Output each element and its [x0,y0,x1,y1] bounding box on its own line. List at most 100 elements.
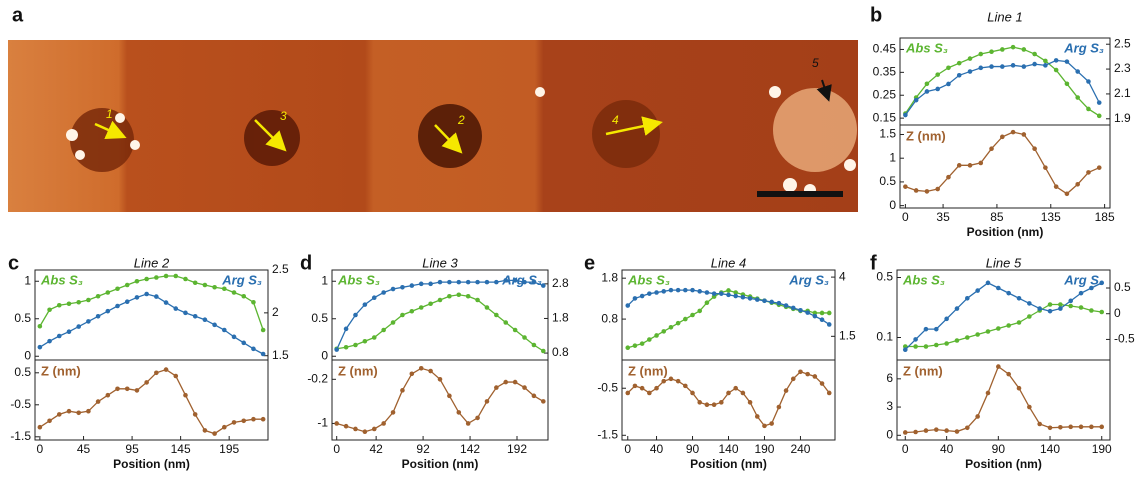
data-point [164,367,169,372]
x-axis-label: Position (nm) [967,225,1044,239]
data-point [1022,64,1027,69]
data-point [975,332,980,337]
data-point [183,311,188,316]
data-point [965,425,970,430]
data-point [400,285,405,290]
data-point [494,313,499,318]
data-point [144,277,149,282]
series-label: Z (nm) [903,363,943,378]
data-point [805,310,810,315]
scale-bar [757,191,843,197]
data-point [633,296,638,301]
data-point [344,345,349,350]
y-tick-label: 1 [889,150,896,164]
data-point [1000,47,1005,52]
data-point [212,431,217,436]
x-tick-label: 190 [754,442,774,456]
data-point [125,283,130,288]
data-point [705,402,710,407]
y-tick-label: 0.8 [601,311,618,325]
series-label: Z (nm) [338,363,378,378]
data-point [784,303,789,308]
x-axis-label: Position (nm) [113,457,190,471]
data-point [946,82,951,87]
x-tick-label: 42 [369,442,383,456]
data-point [438,280,443,285]
data-point [1089,308,1094,313]
data-point [748,400,753,405]
data-point [38,345,43,350]
y-tick-label: -0.2 [307,371,328,385]
data-point [989,49,994,54]
data-point [934,343,939,348]
x-tick-label: 92 [416,442,430,456]
data-point [251,347,256,352]
marker-label: 1 [106,107,113,121]
series-label: Z (nm) [628,363,668,378]
y2-tick-label: 0 [1114,306,1121,320]
data-point [705,300,710,305]
data-point [1048,309,1053,314]
x-tick-label: 0 [902,442,909,456]
data-point [1022,132,1027,137]
data-point [1065,81,1070,86]
y-tick-label: -0.5 [597,380,618,394]
legend-label: Arg S₃ [501,272,542,287]
data-point [57,334,62,339]
data-point [96,314,101,319]
legend-label: Abs S₃ [902,272,945,287]
data-point [372,335,377,340]
data-point [232,420,237,425]
data-point [494,280,499,285]
y2-tick-label: 4 [839,269,846,283]
data-point [712,291,717,296]
data-point [1048,302,1053,307]
y-tick-label: 0.5 [14,365,31,379]
data-point [1000,135,1005,140]
data-point [438,377,443,382]
data-point [968,163,973,168]
data-point [820,317,825,322]
data-point [428,282,433,287]
y-tick-label: 0.45 [873,42,897,56]
data-point [625,345,630,350]
data-point [1097,100,1102,105]
legend-label: Abs S₃ [337,272,380,287]
data-point [661,329,666,334]
data-point [475,298,480,303]
chart-title: Line 3 [422,255,458,270]
data-point [1079,425,1084,430]
data-point [1006,323,1011,328]
data-point [791,306,796,311]
panel-letter: e [584,252,595,274]
data-point [925,189,930,194]
y-tick-label: 0 [889,198,896,212]
data-point [955,429,960,434]
data-point [203,428,208,433]
data-point [447,294,452,299]
y-tick-label: 0.5 [14,311,31,325]
data-point [755,297,760,302]
data-point [222,328,227,333]
data-point [903,184,908,189]
data-point [1006,291,1011,296]
data-point [640,341,645,346]
data-point [924,327,929,332]
data-point [965,335,970,340]
data-point [625,391,630,396]
data-point [144,292,149,297]
data-point [372,427,377,432]
data-point [934,327,939,332]
data-point [86,298,91,303]
x-tick-label: 85 [990,210,1004,224]
legend-label: Arg S₃ [1063,272,1104,287]
data-point [1079,291,1084,296]
data-point [1099,310,1104,315]
data-point [965,296,970,301]
legend-label: Arg S₃ [221,272,262,287]
data-point [475,416,480,421]
data-point [144,380,149,385]
data-point [989,64,994,69]
data-point [241,294,246,299]
data-point [541,349,546,354]
